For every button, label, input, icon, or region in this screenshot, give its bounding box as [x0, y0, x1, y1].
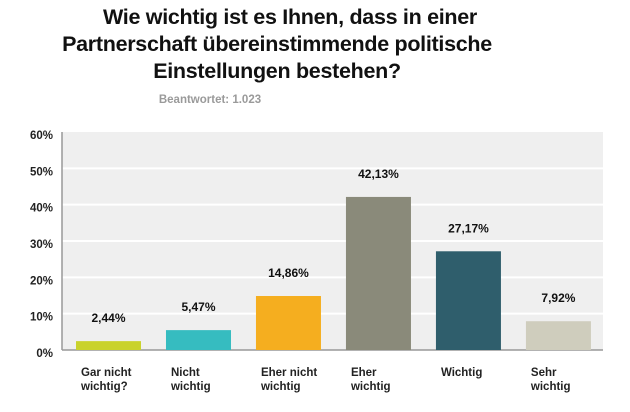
category-label: wichtig — [170, 381, 211, 393]
value-label: 42,13% — [358, 167, 399, 181]
category-label: Eher — [351, 367, 377, 379]
category-label: Eher nicht — [261, 367, 317, 379]
title-line: Einstellungen bestehen? — [153, 59, 401, 83]
y-tick-label: 10% — [30, 312, 53, 324]
value-label: 27,17% — [448, 221, 489, 235]
y-tick-label: 40% — [30, 203, 53, 215]
category-label: wichtig? — [80, 381, 128, 393]
chart-title: Wie wichtig ist es Ihnen, dass in einer … — [40, 4, 540, 85]
y-tick-label: 30% — [30, 239, 53, 251]
bar — [525, 321, 591, 350]
category-label: Sehr — [531, 367, 557, 379]
response-count: Beantwortet: 1.023 — [158, 94, 262, 106]
category-label: Wichtig — [441, 367, 482, 379]
value-label: 2,44% — [91, 311, 125, 325]
y-tick-label: 20% — [30, 275, 53, 287]
y-tick-label: 50% — [30, 166, 53, 178]
value-label: 5,47% — [181, 300, 215, 314]
category-label: wichtig — [530, 381, 571, 393]
bar — [255, 296, 321, 350]
category-label: wichtig — [260, 381, 301, 393]
value-label: 14,86% — [268, 266, 309, 280]
category-label: Gar nicht — [81, 367, 132, 379]
bar — [435, 251, 501, 350]
category-label: Nicht — [171, 367, 200, 379]
category-label: wichtig — [350, 381, 391, 393]
y-tick-label: 0% — [36, 348, 53, 360]
y-tick-label: 60% — [30, 130, 53, 142]
value-label: 7,92% — [541, 291, 575, 305]
title-line: Partnerschaft übereinstimmende politisch… — [62, 32, 492, 56]
bar — [76, 341, 141, 350]
bar — [345, 196, 411, 350]
bar — [165, 330, 231, 350]
title-line: Wie wichtig ist es Ihnen, dass in einer — [102, 5, 477, 29]
